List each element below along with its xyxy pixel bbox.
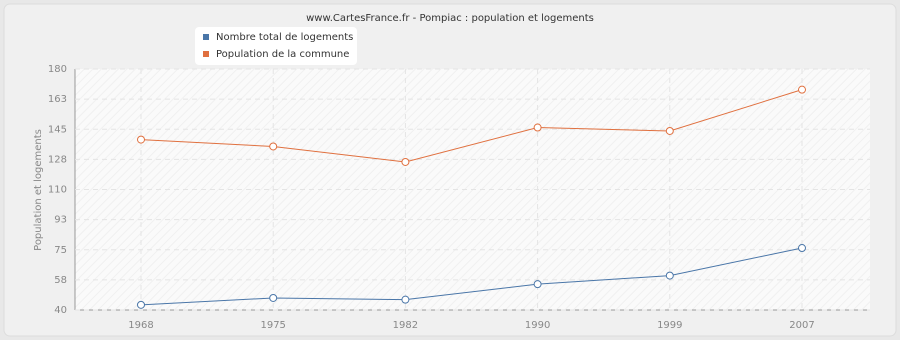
data-point xyxy=(533,280,542,289)
legend-swatch xyxy=(203,34,209,40)
y-tick-label: 93 xyxy=(54,215,67,226)
y-tick-label: 145 xyxy=(48,124,67,135)
series-line xyxy=(140,89,803,163)
data-point xyxy=(533,123,542,132)
y-tick-label: 110 xyxy=(48,185,67,196)
legend-swatch xyxy=(203,51,209,57)
y-tick-label: 128 xyxy=(48,154,67,165)
data-point xyxy=(665,271,674,280)
data-point xyxy=(401,157,410,166)
x-tick-label: 2007 xyxy=(789,320,814,331)
data-point xyxy=(798,244,806,253)
y-tick-label: 75 xyxy=(54,245,67,256)
y-axis-label: Population et logements xyxy=(33,129,44,251)
legend-label: Population de la commune xyxy=(216,49,349,60)
data-point xyxy=(269,293,278,302)
data-point xyxy=(798,85,806,94)
x-tick-label: 1968 xyxy=(128,320,153,331)
x-tick-label: 1990 xyxy=(525,320,550,331)
x-tick-label: 1975 xyxy=(260,320,285,331)
data-point xyxy=(137,300,145,309)
y-tick-label: 180 xyxy=(48,64,67,75)
x-tick-label: 1999 xyxy=(657,320,682,331)
x-tick-label: 1982 xyxy=(393,320,418,331)
data-point xyxy=(665,126,674,135)
data-point xyxy=(401,295,410,304)
series-line xyxy=(140,247,803,306)
y-tick-label: 58 xyxy=(54,275,67,286)
data-point xyxy=(137,135,145,144)
data-point xyxy=(269,142,278,151)
legend xyxy=(195,27,357,65)
legend-label: Nombre total de logements xyxy=(216,32,353,43)
y-tick-label: 40 xyxy=(54,305,67,316)
chart-title: www.CartesFrance.fr - Pompiac : populati… xyxy=(306,13,594,24)
y-tick-label: 163 xyxy=(48,94,67,105)
